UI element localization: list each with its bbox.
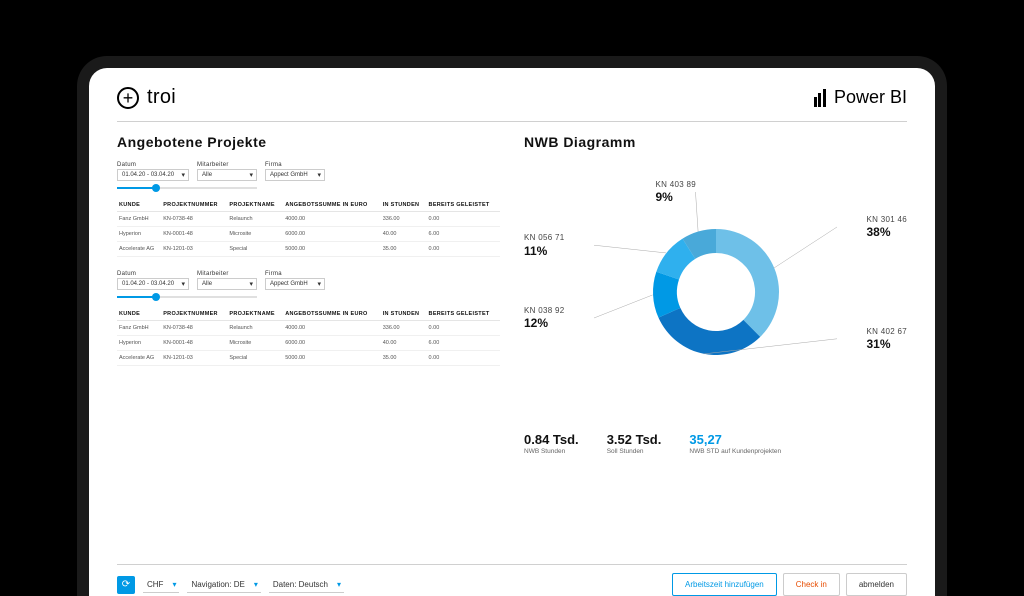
table-row[interactable]: Fanz GmbHKN-0738-48Relaunch4000.00336.00… [117, 212, 500, 227]
donut-callout: KN 056 7111% [524, 233, 565, 259]
mitarbeiter-label-2: Mitarbeiter [197, 271, 257, 277]
donut-callout: KN 038 9212% [524, 306, 565, 332]
donut-callout: KN 402 6731% [866, 327, 907, 353]
kpi-row: 0.84 Tsd.NWB Stunden 3.52 Tsd.Soll Stunde… [524, 422, 907, 455]
checkin-button[interactable]: Check in [783, 573, 840, 596]
th-angebot: ANGEBOTSSUMME IN EURO [283, 199, 381, 212]
kpi: 3.52 Tsd.Soll Stunden [607, 432, 662, 455]
projects-table-2: KUNDE PROJEKTNUMMER PROJEKTNAME ANGEBOTS… [117, 308, 500, 366]
left-title: Angebotene Projekte [117, 134, 500, 150]
th-geleistet: BEREITS GELEISTET [427, 199, 500, 212]
table-row[interactable]: Accelerate AGKN-1201-03Special5000.0035.… [117, 242, 500, 257]
powerbi-icon [814, 89, 826, 107]
firma-label-2: Firma [265, 271, 325, 277]
date-slider-2[interactable] [117, 296, 257, 298]
kpi: 0.84 Tsd.NWB Stunden [524, 432, 579, 455]
plus-circle-icon: + [117, 87, 139, 109]
th-stunden: IN STUNDEN [381, 199, 427, 212]
logout-button[interactable]: abmelden [846, 573, 907, 596]
filters-2: Datum 01.04.20 - 03.04.20 Mitarbeiter Al… [117, 271, 500, 290]
navigation-select[interactable]: Navigation: DE [187, 577, 260, 593]
daten-select[interactable]: Daten: Deutsch [269, 577, 344, 593]
date-slider-1[interactable] [117, 187, 257, 189]
mitarbeiter-label: Mitarbeiter [197, 162, 257, 168]
mitarbeiter-select-2[interactable]: Alle [197, 278, 257, 290]
currency-select[interactable]: CHF [143, 577, 179, 593]
th-projektname: PROJEKTNAME [227, 199, 283, 212]
right-panel: NWB Diagramm KN 301 4638%KN 402 6731%KN … [524, 134, 907, 556]
filters-1: Datum 01.04.20 - 03.04.20 Mitarbeiter Al… [117, 162, 500, 181]
datum-select-2[interactable]: 01.04.20 - 03.04.20 [117, 278, 189, 290]
table-row[interactable]: HyperionKN-0001-48Microsite6000.0040.006… [117, 336, 500, 351]
header: + troi Power BI [117, 80, 907, 122]
donut-callout: KN 301 4638% [866, 215, 907, 241]
dashboard-frame: + troi Power BI Angebotene Projekte Datu… [77, 56, 947, 596]
brand-left-text: troi [147, 86, 176, 109]
firma-select-2[interactable]: Appect GmbH [265, 278, 325, 290]
refresh-icon[interactable]: ⟳ [117, 576, 135, 594]
table-row[interactable]: HyperionKN-0001-48Microsite6000.0040.006… [117, 227, 500, 242]
brand-right: Power BI [814, 87, 907, 108]
datum-label-2: Datum [117, 271, 189, 277]
table-row[interactable]: Fanz GmbHKN-0738-48Relaunch4000.00336.00… [117, 321, 500, 336]
kpi: 35,27NWB STD auf Kundenprojekten [689, 432, 781, 455]
datum-label: Datum [117, 162, 189, 168]
left-panel: Angebotene Projekte Datum 01.04.20 - 03.… [117, 134, 500, 556]
donut-segment[interactable] [716, 229, 779, 337]
datum-select[interactable]: 01.04.20 - 03.04.20 [117, 169, 189, 181]
add-worktime-button[interactable]: Arbeitszeit hinzufügen [672, 573, 777, 596]
content: Angebotene Projekte Datum 01.04.20 - 03.… [117, 122, 907, 564]
brand-right-text: Power BI [834, 87, 907, 108]
th-projektnummer: PROJEKTNUMMER [161, 199, 227, 212]
firma-label: Firma [265, 162, 325, 168]
donut-chart: KN 301 4638% KN 402 6731% KN 038 9212% KN 0… [524, 162, 907, 422]
projects-table-1: KUNDE PROJEKTNUMMER PROJEKTNAME ANGEBOTS… [117, 199, 500, 257]
firma-select[interactable]: Appect GmbH [265, 169, 325, 181]
brand-left: + troi [117, 86, 176, 109]
th-kunde: KUNDE [117, 199, 161, 212]
table-row[interactable]: Accelerate AGKN-1201-03Special5000.0035.… [117, 351, 500, 366]
right-title: NWB Diagramm [524, 134, 907, 150]
footer: ⟳ CHF Navigation: DE Daten: Deutsch Arbe… [117, 564, 907, 596]
donut-segment[interactable] [658, 308, 760, 355]
mitarbeiter-select[interactable]: Alle [197, 169, 257, 181]
donut-callout: KN 403 899% [656, 180, 697, 206]
